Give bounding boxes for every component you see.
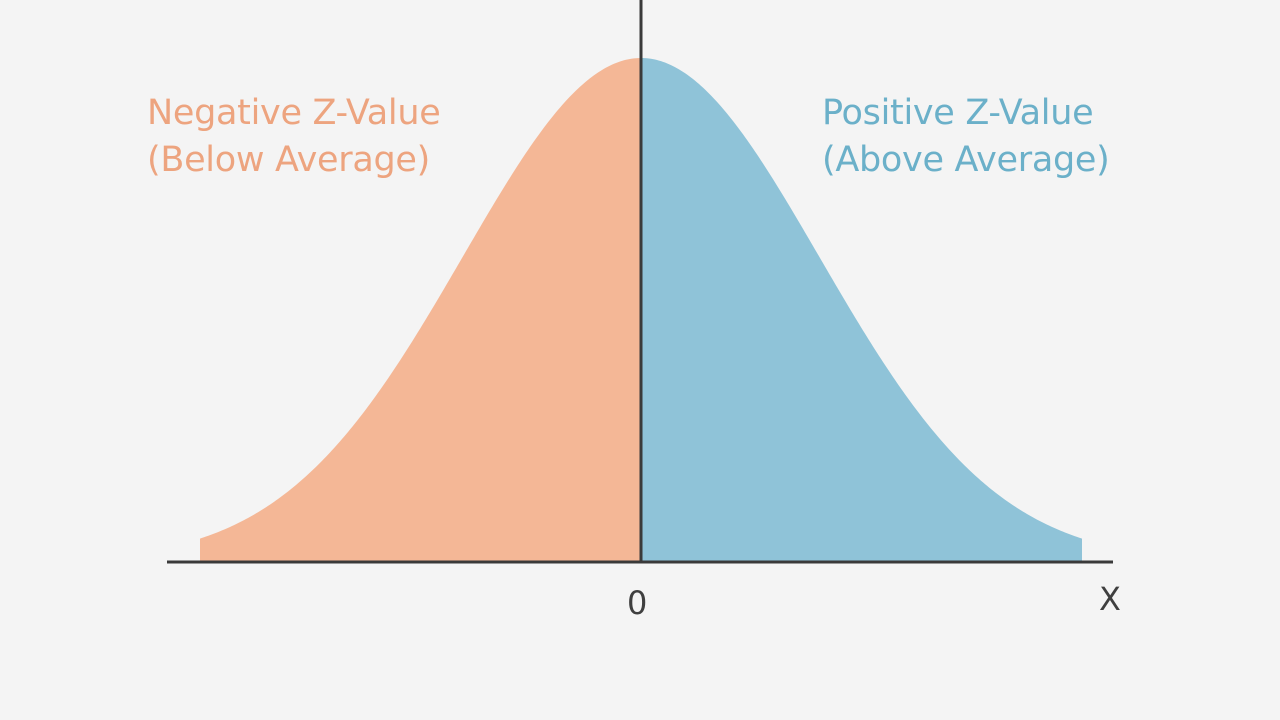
negative-z-area <box>200 58 641 562</box>
negative-z-label-line1: Negative Z-Value <box>147 93 441 133</box>
positive-z-label-line2: (Above Average) <box>822 140 1110 180</box>
positive-z-area <box>641 58 1082 562</box>
positive-z-label: Positive Z-Value (Above Average) <box>822 90 1110 184</box>
negative-z-label-line2: (Below Average) <box>147 140 430 180</box>
positive-z-label-line1: Positive Z-Value <box>822 93 1094 133</box>
negative-z-label: Negative Z-Value (Below Average) <box>147 90 441 184</box>
x-axis-label: X <box>1099 580 1121 618</box>
x-tick-zero: 0 <box>627 584 648 622</box>
